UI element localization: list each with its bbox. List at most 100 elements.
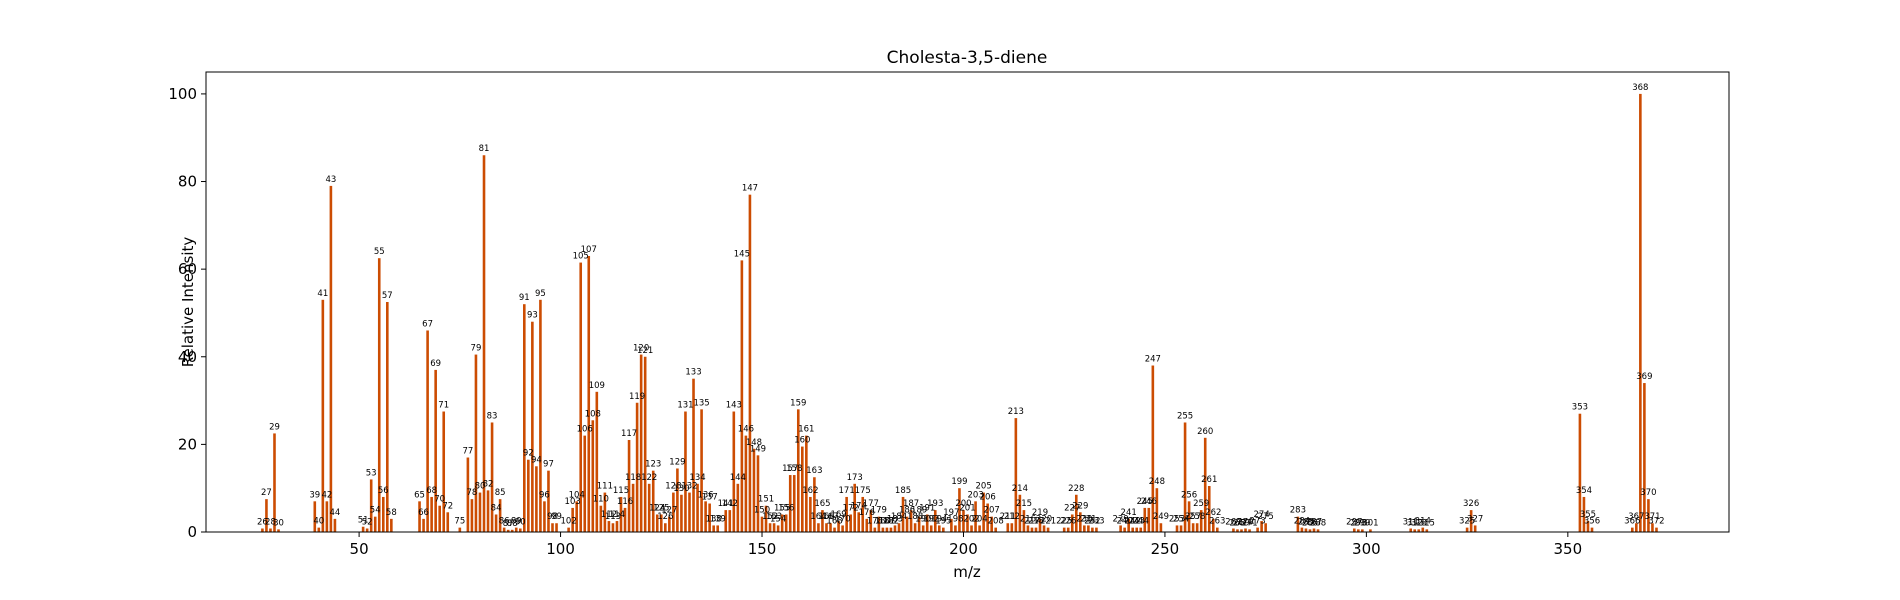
peak-bar — [627, 440, 631, 532]
peak-bar — [925, 514, 929, 532]
peak-label: 84 — [491, 503, 502, 513]
peak-bar — [595, 391, 599, 532]
peak-label: 355 — [1580, 510, 1596, 520]
peak-label: 239 — [1112, 514, 1128, 524]
peak-label: 151 — [758, 495, 774, 505]
peak-bar — [861, 496, 865, 532]
peak-label: 150 — [754, 506, 770, 516]
peak-bar — [1183, 422, 1187, 532]
peak-label: 70 — [434, 495, 445, 505]
peak-label: 147 — [742, 184, 758, 194]
peak-bar — [1147, 507, 1151, 532]
peak-label: 185 — [895, 486, 911, 496]
peak-bar — [478, 492, 482, 532]
peak-bar — [966, 514, 969, 532]
peak-label: 327 — [1467, 514, 1483, 524]
peak-bar — [333, 518, 337, 532]
peak-label: 97 — [543, 460, 554, 470]
peak-label: 259 — [1193, 499, 1209, 509]
peak-label: 43 — [325, 175, 336, 185]
peak-bar — [692, 378, 695, 532]
peak-label: 232 — [1084, 517, 1100, 527]
peak-bar — [994, 527, 997, 532]
peak-bar — [506, 529, 510, 532]
peak-bar — [1006, 523, 1010, 532]
peak-bar — [950, 518, 953, 532]
peak-label: 129 — [669, 457, 685, 467]
peak-bar — [1018, 494, 1022, 532]
peak-label: 367 — [1628, 512, 1644, 522]
peak-label: 130 — [673, 484, 689, 494]
peak-label: 91 — [519, 293, 530, 303]
peak-label: 75 — [454, 517, 465, 527]
peak-bar — [583, 435, 587, 532]
peak-bar — [958, 488, 961, 532]
peak-bar — [1643, 383, 1646, 532]
peak-bar — [273, 433, 276, 532]
peak-bar — [756, 455, 760, 532]
peak-label: 95 — [535, 289, 546, 299]
peak-bar — [708, 503, 711, 532]
peak-bar — [829, 523, 832, 532]
peak-label: 88 — [507, 519, 518, 529]
peak-label: 204 — [971, 514, 987, 524]
peak-label: 106 — [577, 425, 593, 435]
peak-bar — [615, 521, 619, 532]
peak-label: 226 — [1060, 517, 1076, 527]
x-tick-label: 250 — [1151, 540, 1180, 558]
peak-label: 217 — [1024, 517, 1040, 527]
peak-bar — [809, 496, 812, 532]
peak-bar — [1046, 527, 1050, 532]
peak-bar — [1361, 529, 1364, 532]
peak-label: 311 — [1403, 518, 1419, 528]
peak-label: 212 — [1004, 512, 1020, 522]
peak-label: 77 — [462, 447, 473, 457]
peak-label: 175 — [855, 486, 871, 496]
peak-label: 133 — [685, 368, 701, 378]
peak-label: 114 — [609, 510, 625, 520]
peak-label: 201 — [959, 503, 975, 513]
peak-bar — [1256, 527, 1259, 532]
peak-label: 182 — [883, 517, 899, 527]
peak-label: 120 — [633, 344, 649, 354]
peak-bar — [1135, 527, 1139, 532]
peak-bar — [1091, 527, 1094, 532]
peak-label: 371 — [1644, 512, 1660, 522]
peak-label: 176 — [859, 508, 875, 518]
peak-label: 207 — [984, 506, 1000, 516]
peak-label: 233 — [1088, 517, 1104, 527]
peak-bar — [1655, 527, 1658, 532]
peak-label: 96 — [539, 490, 550, 500]
peak-label: 254 — [1173, 514, 1189, 524]
peak-label: 99 — [551, 512, 562, 522]
peak-label: 104 — [569, 490, 585, 500]
peak-label: 220 — [1036, 514, 1052, 524]
peak-label: 283 — [1290, 506, 1306, 516]
peak-label: 82 — [483, 479, 494, 489]
peak-label: 146 — [738, 425, 754, 435]
peak-label: 366 — [1624, 517, 1640, 527]
peak-bar — [619, 496, 623, 532]
peak-label: 214 — [1012, 484, 1028, 494]
peak-label: 78 — [467, 488, 478, 498]
peak-bar — [1034, 527, 1038, 532]
peak-bar — [873, 527, 877, 532]
peak-label: 102 — [561, 517, 577, 527]
peak-label: 299 — [1354, 518, 1370, 528]
y-axis-label: Relative Intensity — [179, 237, 197, 368]
peak-label: 69 — [430, 359, 441, 369]
peak-bar — [1248, 529, 1251, 532]
peak-label: 246 — [1141, 497, 1157, 507]
peak-label: 87 — [503, 519, 514, 529]
peak-bar — [1296, 516, 1300, 532]
peak-label: 124 — [649, 503, 665, 513]
peak-label: 218 — [1028, 517, 1044, 527]
peak-bar — [527, 459, 530, 532]
peak-bar — [917, 516, 921, 532]
peak-bar — [373, 516, 377, 532]
peak-bar — [1635, 523, 1638, 532]
peak-label: 149 — [750, 444, 766, 454]
peak-bar — [659, 514, 663, 532]
peak-label: 167 — [822, 512, 838, 522]
peak-bar — [611, 523, 615, 532]
